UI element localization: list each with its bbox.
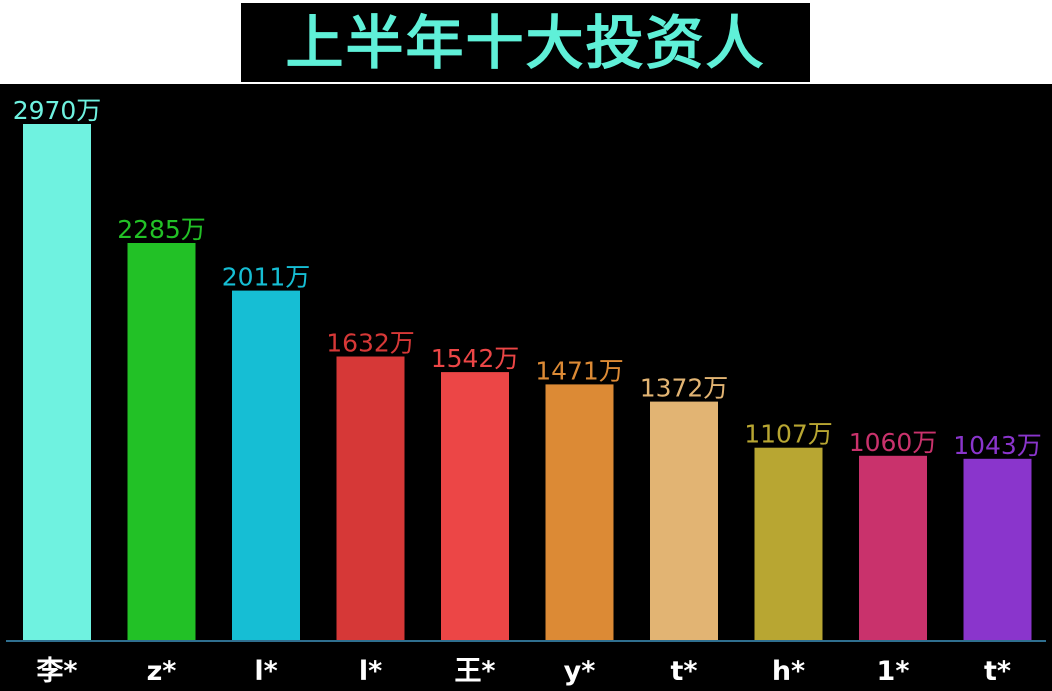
value-label-2: 2285万 <box>117 215 206 244</box>
value-label-5: 1542万 <box>431 344 520 373</box>
bar-9 <box>859 455 927 640</box>
bar-8 <box>754 447 823 640</box>
value-label-9: 1060万 <box>849 428 938 457</box>
bar-5 <box>441 372 509 640</box>
category-label-4: l* <box>359 656 382 687</box>
title-banner: 上半年十大投资人 <box>241 3 810 82</box>
value-label-10: 1043万 <box>953 431 1042 460</box>
category-label-7: t* <box>670 656 697 687</box>
category-label-1: 李* <box>35 656 77 687</box>
bar-4 <box>336 356 405 640</box>
category-label-9: 1* <box>877 656 910 687</box>
bar-7 <box>650 401 718 640</box>
bar-2 <box>127 243 196 640</box>
chart-title: 上半年十大投资人 <box>285 8 766 77</box>
category-label-3: l* <box>254 656 277 687</box>
category-label-8: h* <box>772 656 805 687</box>
category-label-2: z* <box>147 656 177 687</box>
value-label-4: 1632万 <box>326 329 415 358</box>
category-label-5: 王* <box>454 656 495 687</box>
bar-6 <box>545 384 614 640</box>
value-label-1: 2970万 <box>13 96 102 125</box>
bar-3 <box>232 290 300 640</box>
value-label-6: 1471万 <box>535 356 624 385</box>
value-label-3: 2011万 <box>222 263 311 292</box>
value-labels-layer: 2970万 2285万 2011万 1632万 1542万 1471万 1372万 1107万… <box>13 96 1042 460</box>
value-label-8: 1107万 <box>744 420 833 449</box>
value-label-7: 1372万 <box>640 374 729 403</box>
chart-panel: 2970万 2285万 2011万 1632万 1542万 1471万 1372万 1107万… <box>0 84 1052 691</box>
bars-layer <box>23 124 1032 640</box>
category-labels-layer: 李* z* l* l* 王* y* t* h* 1* t* <box>35 656 1011 687</box>
bar-10 <box>963 458 1032 640</box>
category-label-6: y* <box>564 656 596 687</box>
category-label-10: t* <box>984 656 1011 687</box>
bar-chart: 2970万 2285万 2011万 1632万 1542万 1471万 1372万 1107万… <box>6 96 1046 687</box>
bar-1 <box>23 124 91 640</box>
